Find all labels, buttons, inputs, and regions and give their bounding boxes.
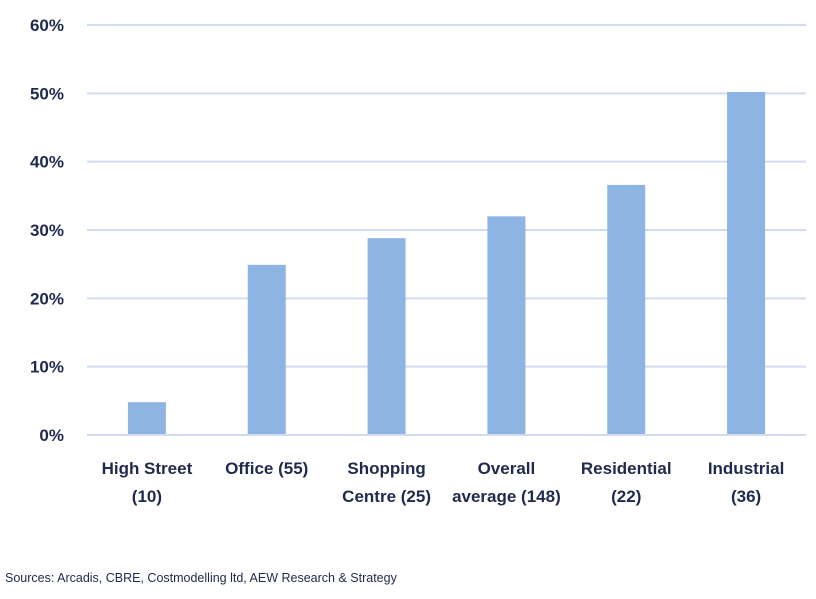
- x-tick-label: High Street (10): [102, 459, 193, 506]
- x-tick-label: Residential (22): [581, 459, 672, 506]
- y-tick-label: 20%: [30, 289, 64, 308]
- y-tick-label: 30%: [30, 221, 64, 240]
- y-tick-label: 50%: [30, 84, 64, 103]
- bar: [127, 402, 166, 435]
- bar: [367, 238, 406, 435]
- x-tick-label: Office (55): [225, 459, 308, 478]
- source-note: Sources: Arcadis, CBRE, Costmodelling lt…: [5, 571, 397, 585]
- y-tick-label: 10%: [30, 358, 64, 377]
- y-tick-label: 0%: [39, 426, 64, 445]
- x-tick-label: Industrial (36): [708, 459, 785, 506]
- x-tick-label: Shopping Centre (25): [342, 459, 431, 506]
- bar-chart: 0% 10% 20% 30% 40% 50% 60% High Street (10) Offic…: [30, 16, 806, 506]
- bar: [727, 91, 766, 435]
- bar: [487, 216, 526, 435]
- y-tick-label: 40%: [30, 153, 64, 172]
- bar: [607, 184, 646, 435]
- y-tick-label: 60%: [30, 16, 64, 35]
- x-tick-label: Overall average (148): [452, 459, 561, 506]
- bar: [247, 264, 286, 435]
